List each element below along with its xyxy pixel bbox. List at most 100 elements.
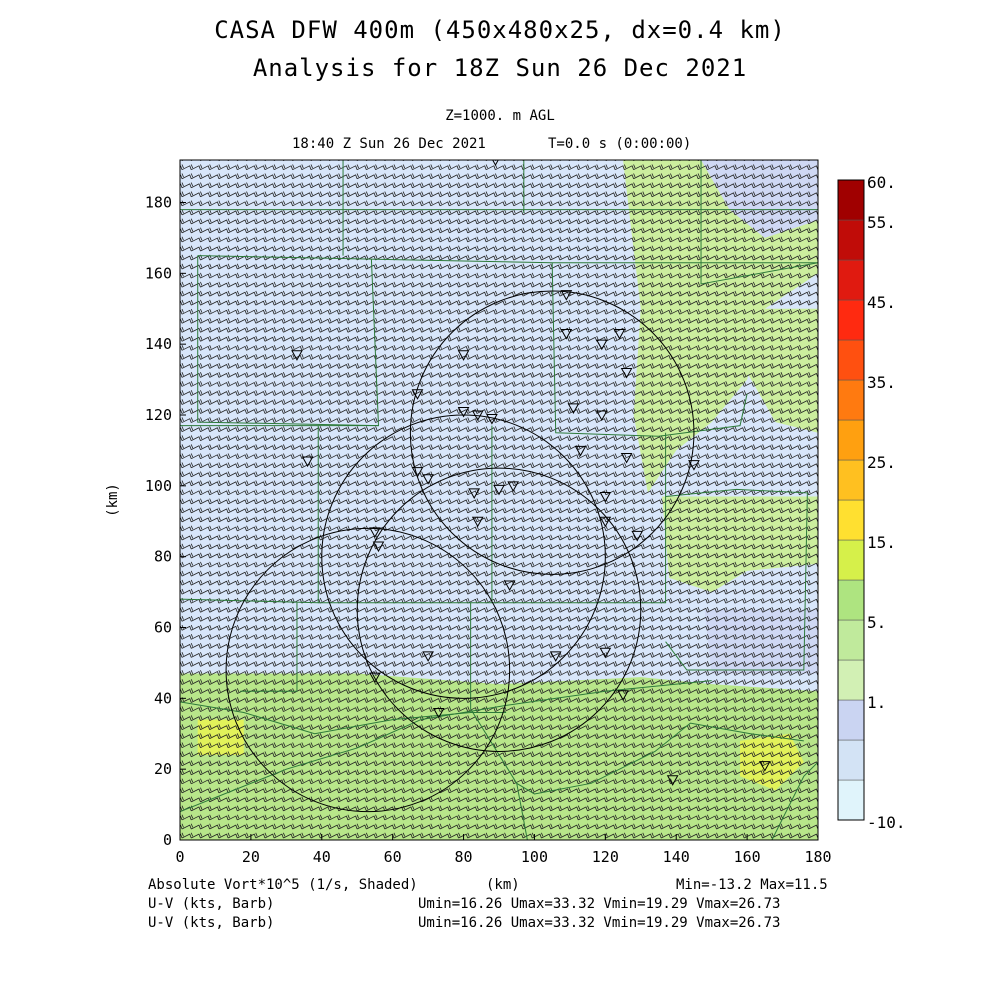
wind-barb [216, 805, 228, 812]
wind-barb [299, 615, 310, 622]
wind-barb [207, 823, 218, 830]
wind-barb [281, 290, 292, 297]
wind-barb [216, 272, 228, 279]
wind-barb [263, 326, 274, 333]
wind-barb [235, 516, 246, 523]
wind-barb [253, 290, 264, 297]
wind-barb [253, 344, 264, 351]
wind-barb [235, 760, 246, 767]
wind-barb [180, 706, 191, 712]
wind-barb [198, 769, 209, 776]
wind-barb [235, 832, 246, 839]
wind-barb [207, 335, 218, 342]
wind-barb [263, 823, 274, 830]
wind-barb [180, 588, 191, 595]
wind-barb [281, 706, 292, 712]
wind-barb [226, 308, 237, 315]
wind-barb [281, 227, 292, 234]
wind-barb [281, 489, 292, 496]
wind-barb [253, 787, 264, 794]
wind-barb [272, 272, 283, 279]
wind-barb [207, 408, 218, 414]
wind-barb [226, 408, 237, 414]
wind-barb [263, 399, 274, 405]
wind-barb [226, 390, 237, 396]
wind-barb [207, 624, 218, 631]
wind-barb [180, 462, 191, 469]
wind-barb [299, 353, 310, 360]
wind-barb [244, 715, 255, 721]
wind-barb [180, 760, 191, 767]
wind-barb [272, 661, 283, 667]
wind-barb [299, 724, 310, 730]
wind-barb [244, 435, 255, 441]
wind-barb [244, 579, 255, 586]
wind-barb [290, 588, 301, 595]
wind-barb [198, 164, 209, 171]
wind-barb [189, 679, 200, 685]
wind-barb [244, 281, 255, 288]
wind-barb [235, 498, 246, 505]
wind-barb [244, 796, 255, 803]
wind-barb [253, 516, 264, 523]
wind-barb [253, 200, 264, 207]
wind-barb [180, 444, 191, 451]
wind-barb [235, 272, 246, 279]
wind-barb [180, 390, 191, 396]
wind-barb [235, 182, 246, 189]
wind-barb [207, 299, 218, 306]
wind-barb [226, 534, 237, 541]
wind-barb [189, 164, 200, 171]
wind-barb [253, 769, 264, 776]
wind-barb [198, 832, 209, 839]
wind-barb [216, 326, 228, 333]
wind-barb [207, 191, 218, 198]
wind-barb [290, 390, 301, 396]
wind-barb [299, 633, 310, 640]
wind-barb [198, 652, 209, 658]
wind-barb [281, 516, 292, 523]
wind-barb [281, 787, 292, 794]
wind-barb [281, 498, 292, 505]
wind-barb [281, 281, 292, 288]
wind-barb [216, 507, 228, 514]
wind-barb [299, 471, 310, 478]
wind-barb [207, 381, 218, 387]
wind-barb [180, 399, 191, 405]
wind-barb [180, 227, 191, 234]
wind-barb [263, 353, 274, 360]
wind-barb [299, 164, 310, 171]
wind-barb [263, 778, 274, 785]
wind-barb [198, 507, 209, 514]
wind-barb [189, 706, 200, 712]
wind-barb [216, 832, 228, 839]
wind-barb [299, 652, 310, 658]
wind-barb [216, 218, 228, 225]
wind-barb [235, 543, 246, 550]
wind-barb [226, 363, 237, 369]
wind-barb [235, 245, 246, 252]
wind-barb [216, 561, 228, 568]
wind-barb [281, 308, 292, 315]
wind-barb [299, 399, 310, 405]
wind-barb [272, 534, 283, 541]
wind-barb [272, 498, 283, 505]
wind-barb [216, 498, 228, 505]
wind-barb [244, 760, 255, 767]
wind-barb [281, 742, 292, 749]
wind-barb [299, 363, 310, 369]
wind-barb [235, 326, 246, 333]
wind-barb [207, 363, 218, 369]
wind-barb [290, 281, 301, 288]
wind-barb [189, 182, 200, 189]
wind-barb [216, 588, 228, 595]
wind-barb [263, 561, 274, 568]
wind-barb [299, 417, 310, 423]
wind-barb [281, 353, 292, 360]
wind-barb [263, 525, 274, 532]
wind-barb [216, 652, 228, 658]
wind-barb [263, 588, 274, 595]
wind-barb [263, 218, 274, 225]
wind-barb [207, 209, 218, 216]
wind-barb [226, 742, 237, 749]
